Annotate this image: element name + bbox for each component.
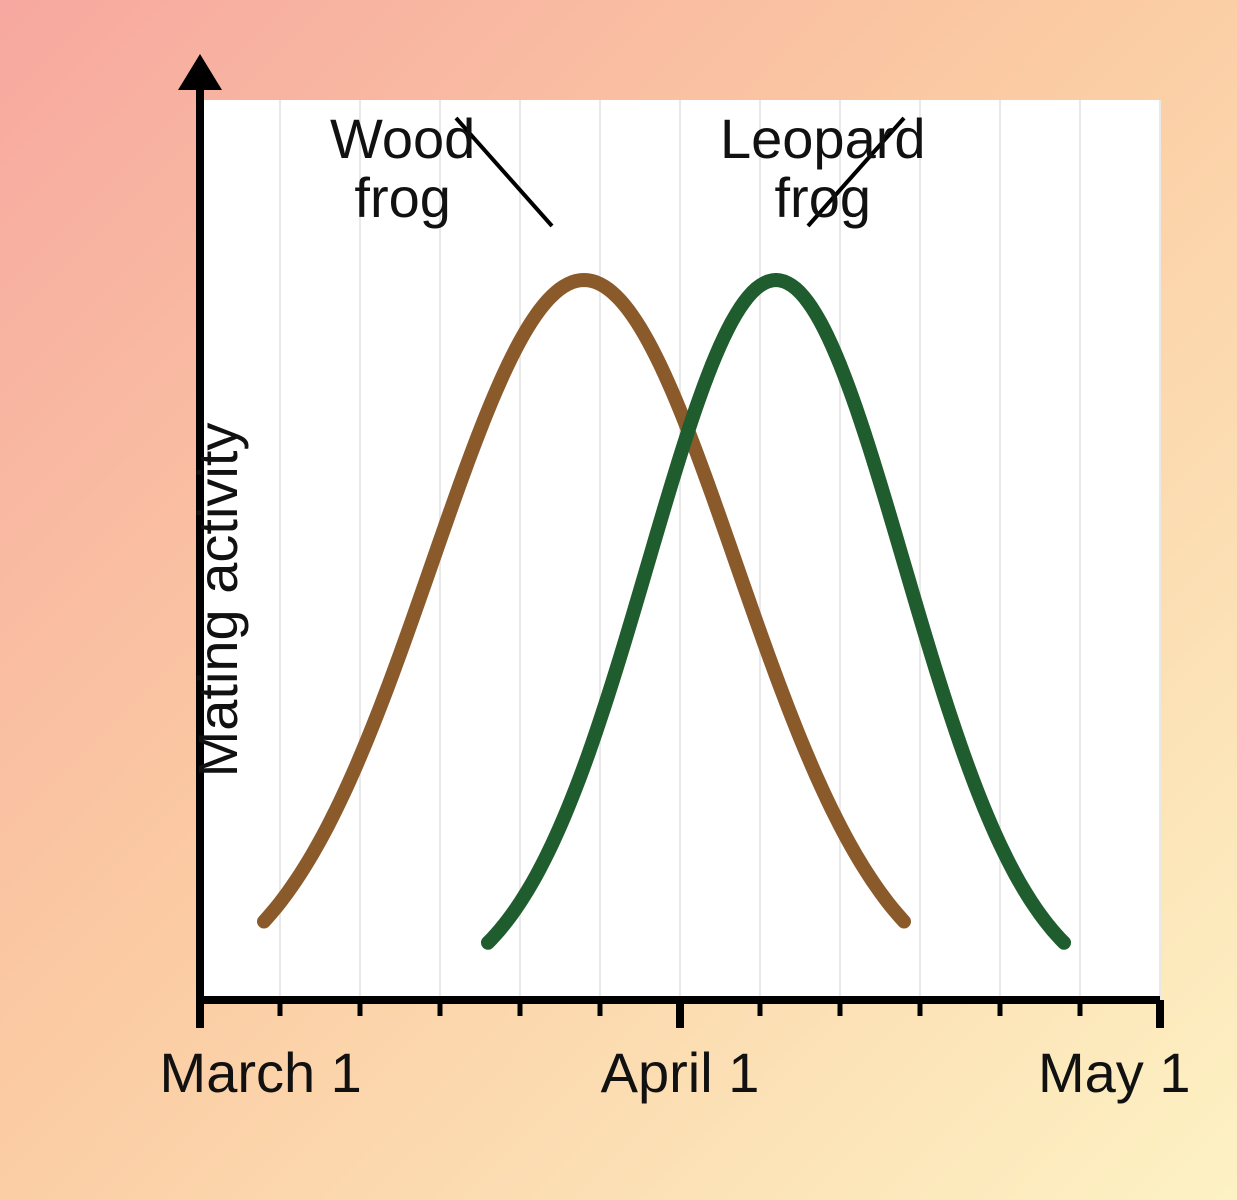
y-axis-label: Mating activity [185,423,250,778]
chart-container: Mating activity March 1 April 1 May 1 Wood… [40,40,1197,1160]
series-label-0: Wood frog [330,110,475,228]
x-tick-label-2: May 1 [1038,1040,1191,1105]
x-tick-label-0: March 1 [160,1040,362,1105]
x-tick-label-1: April 1 [601,1040,760,1105]
series-label-1: Leopard frog [720,110,926,228]
chart-background: Mating activity March 1 April 1 May 1 Wood… [0,0,1237,1200]
